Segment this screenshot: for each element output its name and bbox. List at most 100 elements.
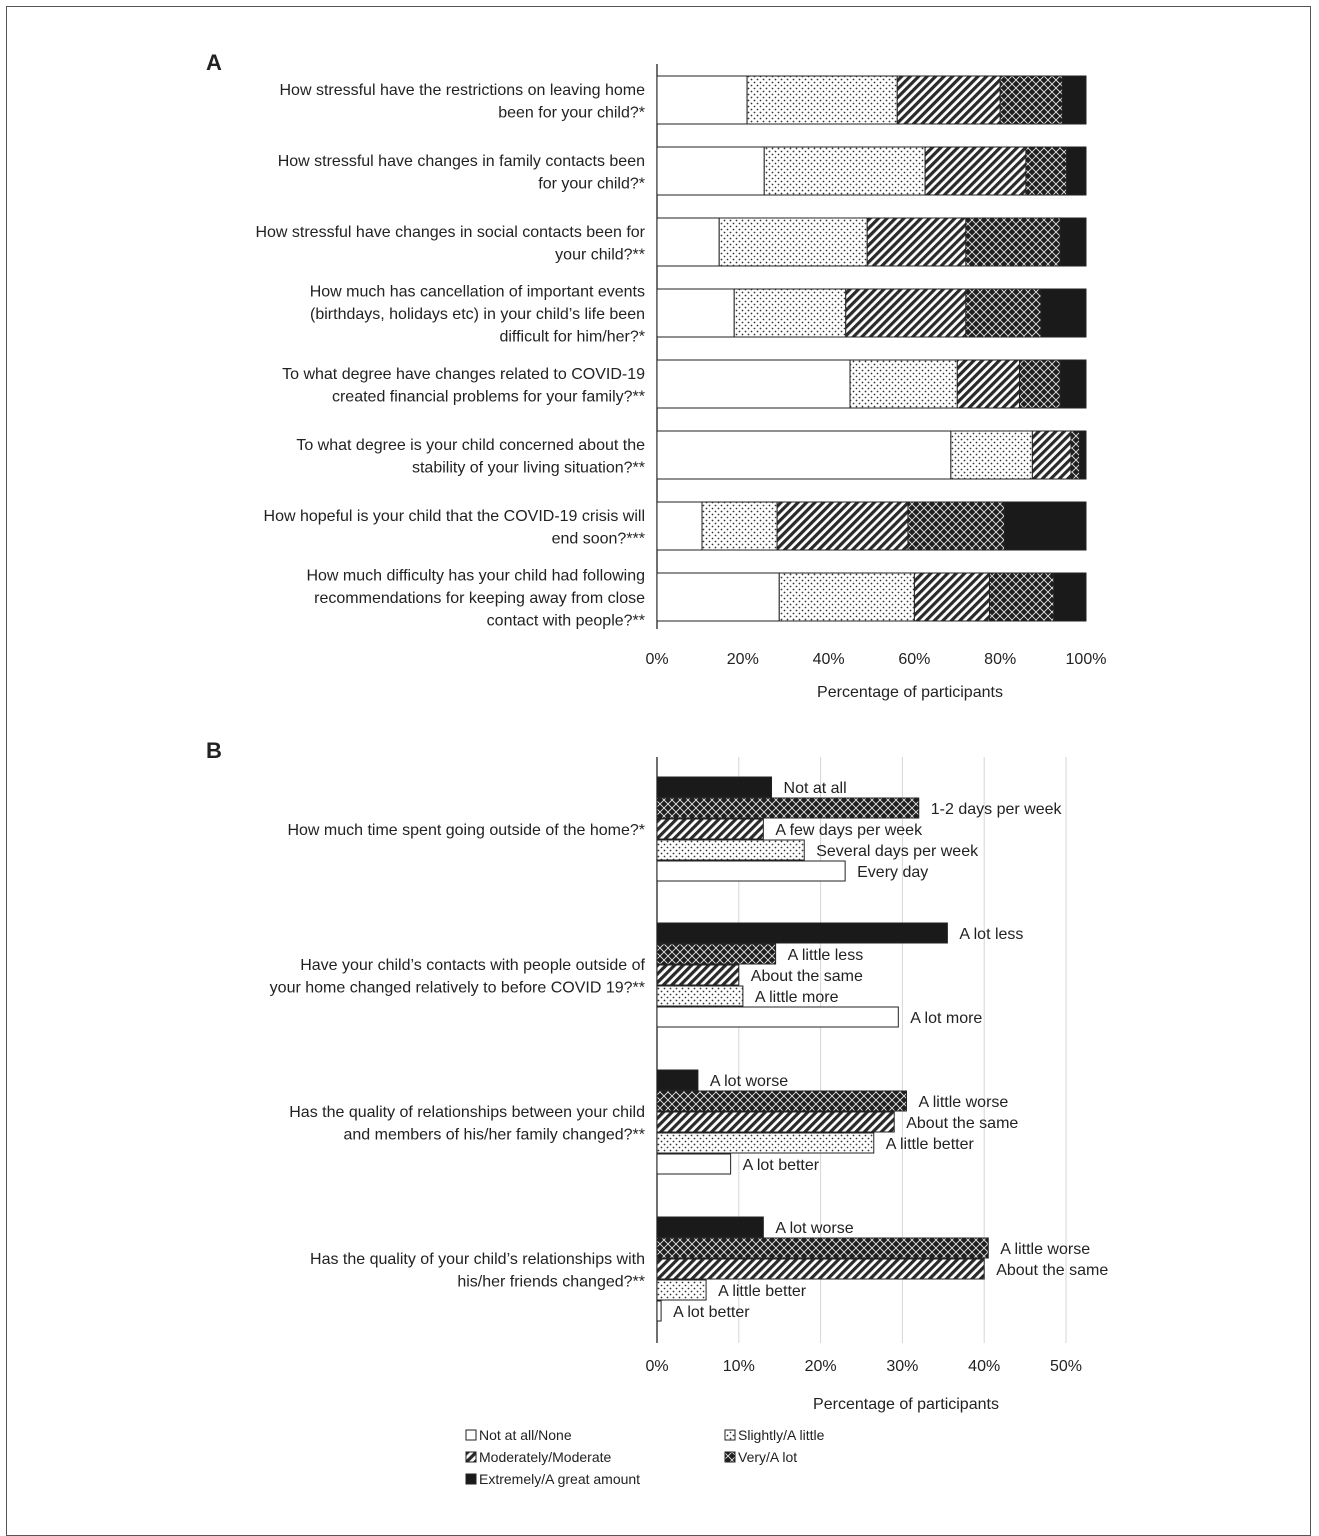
legend-label: Slightly/A little [738, 1427, 825, 1443]
data-label: A lot worse [775, 1220, 853, 1237]
category-label: How much time spent going outside of the… [287, 822, 645, 839]
category-label: Has the quality of your child’s relation… [310, 1251, 645, 1268]
data-label: A little worse [1000, 1241, 1090, 1258]
data-label: A lot more [910, 1010, 982, 1027]
legend: Not at all/None Slightly/A little Moderate… [465, 1427, 825, 1487]
x-tick-label: 100% [1066, 651, 1107, 668]
bar [656, 776, 773, 798]
bar [656, 1153, 732, 1175]
bar-segment [965, 288, 1042, 338]
bar-segment [1053, 572, 1087, 622]
bar [656, 839, 805, 861]
bar-segment [1040, 288, 1087, 338]
category-label: end soon?*** [552, 530, 645, 547]
bar-segment [913, 572, 990, 622]
bar [656, 985, 744, 1007]
bar-segment [656, 430, 952, 480]
bar [656, 922, 948, 944]
data-label: A little worse [918, 1094, 1008, 1111]
legend-label: Moderately/Moderate [479, 1449, 612, 1465]
bar-segment [701, 501, 778, 551]
category-label: How much difficulty has your child had f… [306, 568, 645, 585]
bar-segment [866, 217, 967, 267]
x-tick-label: 40% [968, 1358, 1000, 1375]
category-label: How much has cancellation of important e… [310, 284, 645, 301]
x-tick-label: 10% [723, 1358, 755, 1375]
bar-segment [656, 146, 765, 196]
bar-segment [656, 501, 703, 551]
data-label: A lot better [743, 1157, 820, 1174]
category-label: How stressful have the restrictions on l… [279, 82, 645, 99]
category-label: and members of his/her family changed?** [344, 1126, 646, 1143]
x-tick-label: 0% [645, 1358, 668, 1375]
legend-swatch [465, 1473, 477, 1485]
bar [656, 797, 920, 819]
x-tick-label: 60% [898, 651, 930, 668]
bar-segment [718, 217, 868, 267]
data-label: A little better [886, 1136, 975, 1153]
x-tick-label: 30% [886, 1358, 918, 1375]
legend-swatch [465, 1451, 477, 1463]
bar-segment [1061, 75, 1087, 125]
bar-segment [1079, 430, 1087, 480]
x-axis-label: Percentage of participants [813, 1396, 999, 1413]
bar-segment [1059, 217, 1087, 267]
bar-segment [849, 359, 958, 409]
category-label: How stressful have changes in family con… [278, 153, 645, 170]
bar-segment [733, 288, 847, 338]
bar-segment [656, 217, 720, 267]
legend-label: Extremely/A great amount [479, 1471, 640, 1487]
data-label: Every day [857, 864, 928, 881]
bar [656, 1237, 989, 1259]
x-tick-label: 80% [984, 651, 1016, 668]
bar-segment [988, 572, 1055, 622]
x-tick-label: 20% [727, 651, 759, 668]
category-label: To what degree is your child concerned a… [296, 437, 645, 454]
legend-swatch [724, 1429, 736, 1441]
bar [656, 1132, 875, 1154]
bar [656, 1090, 907, 1112]
data-label: A little more [755, 989, 839, 1006]
panel-a-chart: How stressful have the restrictions on l… [255, 64, 1106, 701]
bar-segment [924, 146, 1027, 196]
category-label: Has the quality of relationships between… [289, 1104, 645, 1121]
bar-segment [656, 288, 735, 338]
bar [656, 1006, 899, 1028]
bar-segment [1031, 430, 1072, 480]
category-label: How hopeful is your child that the COVID… [264, 508, 645, 525]
bar [656, 860, 846, 882]
category-label: contact with people?** [487, 613, 645, 630]
category-label: your home changed relatively to before C… [270, 979, 645, 996]
category-label: difficult for him/her?* [499, 329, 645, 346]
data-label: Several days per week [816, 843, 979, 860]
bar-segment [763, 146, 926, 196]
panel-a-letter: A [206, 50, 222, 75]
x-tick-label: 50% [1050, 1358, 1082, 1375]
bar-segment [656, 359, 851, 409]
bar-segment [907, 501, 1005, 551]
bar-segment [956, 359, 1021, 409]
data-label: A little less [788, 947, 864, 964]
category-label: for your child?* [538, 175, 645, 192]
data-label: A lot less [959, 926, 1023, 943]
data-label: About the same [906, 1115, 1018, 1132]
bar [656, 1111, 895, 1133]
bar [656, 964, 740, 986]
bar-segment [965, 217, 1061, 267]
bar-segment [778, 572, 915, 622]
panel-b-chart: Not at all 1-2 days per week A few days pe… [270, 757, 1108, 1413]
bar [656, 1300, 662, 1322]
category-label: stability of your living situation?** [412, 459, 645, 476]
category-label: your child?** [555, 246, 645, 263]
data-label: About the same [996, 1262, 1108, 1279]
bar-segment [1019, 359, 1061, 409]
bar-segment [776, 501, 909, 551]
data-label: A little better [718, 1283, 807, 1300]
bar [656, 1069, 699, 1091]
data-label: 1-2 days per week [931, 801, 1063, 818]
data-label: A lot worse [710, 1073, 788, 1090]
legend-swatch [724, 1451, 736, 1463]
category-label: To what degree have changes related to C… [282, 366, 645, 383]
x-tick-label: 40% [813, 651, 845, 668]
category-label: How stressful have changes in social con… [255, 224, 645, 241]
